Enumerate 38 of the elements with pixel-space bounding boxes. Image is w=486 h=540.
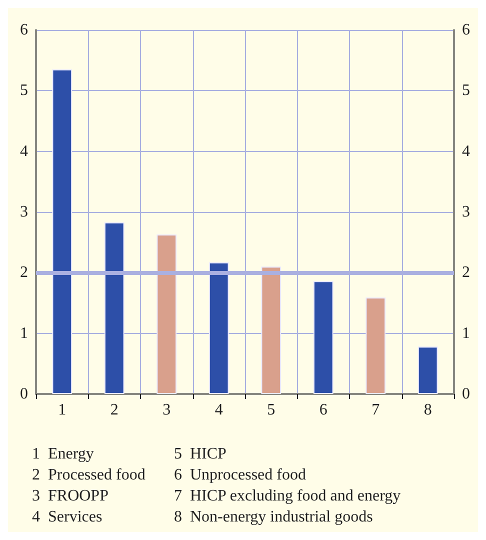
y2-tick-label: 2 (462, 264, 470, 282)
y2-tick-label: 0 (462, 386, 470, 402)
text: 5 HICP (174, 446, 227, 462)
bar (52, 69, 72, 394)
y2-tick-label: 4 (462, 142, 470, 160)
x-tick-label: 6 (319, 402, 328, 418)
text: 3 FROOPP (32, 488, 109, 504)
y-tick-label: 2 (20, 264, 28, 282)
text: 4 Services (32, 508, 102, 526)
x-tick-label: 5 (267, 402, 276, 418)
y-tick-label: 6 (20, 22, 28, 38)
bar (208, 262, 229, 394)
x-tick-label: 4 (214, 402, 223, 418)
text: 8 Non-energy industrial goods (174, 508, 373, 526)
y-tick-label: 1 (20, 324, 28, 342)
x-tick-label: 8 (424, 402, 432, 418)
bar (261, 266, 282, 394)
y-tick-label: 0 (20, 386, 28, 402)
y-tick-label: 4 (20, 142, 28, 160)
bar (418, 346, 438, 394)
text: 2 Processed food (32, 466, 146, 484)
bar (313, 281, 334, 394)
x-tick-label: 1 (58, 402, 66, 418)
y-tick-label: 3 (20, 204, 28, 220)
text: 7 HICP excluding food and energy (174, 488, 401, 504)
x-tick-label: 7 (372, 402, 380, 418)
y2-tick-label: 6 (462, 22, 470, 38)
bar (156, 234, 177, 394)
x-tick-label: 3 (162, 402, 171, 418)
y-tick-label: 5 (20, 82, 28, 100)
text: 6 Unprocessed food (174, 466, 306, 484)
y2-tick-label: 3 (462, 204, 470, 220)
y2-tick-label: 1 (462, 324, 470, 342)
x-tick-label: 2 (110, 402, 118, 418)
text: 1 Energy (32, 446, 94, 462)
bar (366, 298, 386, 394)
y2-tick-label: 5 (462, 82, 470, 100)
bar (104, 222, 124, 394)
